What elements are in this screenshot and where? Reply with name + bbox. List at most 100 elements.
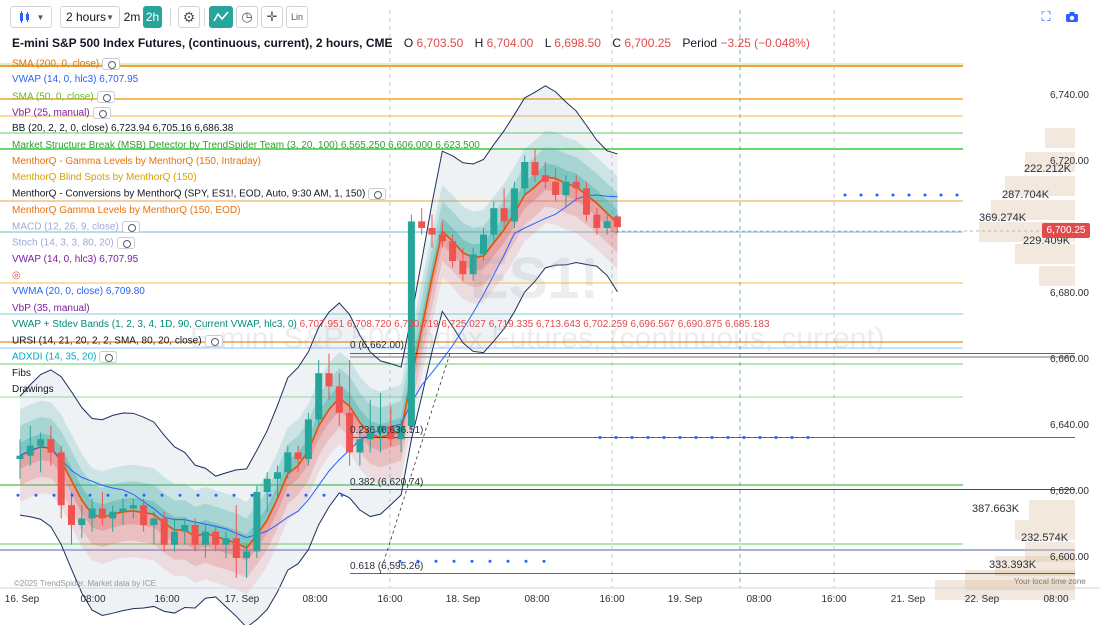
bb-fill [20,85,618,625]
candle-body [232,538,240,558]
indicator-name[interactable]: VWMA (20, 0, close) [12,286,104,298]
indicator-name[interactable]: MenthorQ Gamma Levels by MenthorQ (150, … [12,204,241,216]
compare-button[interactable]: ✛ [261,6,283,28]
visibility-eye-icon[interactable] [102,58,121,70]
visibility-eye-icon[interactable] [96,90,115,103]
visibility-eye-icon[interactable] [116,237,135,250]
open-value: 6,703.50 [416,36,464,50]
x-tick-label: 21. Sep [890,594,926,605]
candles-icon [19,11,29,23]
indicator-name[interactable]: ADXDI (14, 35, 20) [12,352,97,364]
volume-bar [1015,520,1075,540]
visibility-eye-icon[interactable] [368,188,387,201]
indicator-legend-row: Fibs [12,368,31,380]
camera-icon [1066,12,1078,22]
indicator-name[interactable]: SMA (50, 0, close) [12,91,94,103]
candle-body [68,505,75,525]
candle-body [201,531,209,545]
candle-body [583,188,590,215]
indicator-name[interactable]: VWAP (14, 0, hlc3) [12,74,97,86]
indicator-name[interactable]: Drawings [12,384,54,395]
indicator-name[interactable]: MenthorQ - Gamma Levels by MenthorQ (150… [12,155,261,167]
indicator-legend-row: VWAP + Stdev Bands (1, 2, 3, 4, 1D, 90, … [12,319,770,331]
msb-dot [907,193,911,197]
msb-dot [678,436,682,440]
clock-icon: ◷ [241,9,253,24]
indicator-name[interactable]: BB (20, 2, 2, 0, close) [12,123,109,135]
msb-dot [106,493,110,497]
timezone-label[interactable]: Your local time zone [1014,577,1086,586]
candle-body [562,181,570,195]
settings-button[interactable]: ⚙ [178,6,200,28]
x-tick-label: 22. Sep [964,594,1000,605]
msb-dot [923,193,927,197]
indicator-legend-row: VbP (25, manual) [12,106,111,120]
volume-bar [1029,500,1075,520]
candle-body [438,234,446,242]
indicator-legend-row: MenthorQ - Gamma Levels by MenthorQ (150… [12,156,261,168]
indicator-name[interactable]: VWAP (14, 0, hlc3) [12,253,97,265]
volume-bar [995,556,1075,576]
candle-body [407,221,415,426]
msb-dot [250,493,254,497]
indicators-button[interactable] [209,6,233,28]
replay-button[interactable]: ◷ [236,6,258,28]
candle-body [572,181,580,189]
fullscreen-button[interactable]: ⛶ [1036,6,1056,28]
indicator-name[interactable]: SMA (200, 0, close) [12,58,100,70]
interval-2m-button[interactable]: 2m [123,10,141,24]
indicator-name[interactable]: MenthorQ - Conversions by MenthorQ (SPY,… [12,189,366,201]
interval-2h-button[interactable]: 2h [143,6,162,28]
indicator-name[interactable]: Stoch (14, 3, 3, 80, 20) [12,237,114,249]
volume-level-label: 232.574K [1021,532,1069,545]
y-tick-label: 6,620.00 [1050,486,1089,497]
y-tick-label: 6,720.00 [1050,156,1089,167]
candle-body [593,214,601,228]
msb-dot [726,436,730,440]
candle-body [356,439,364,453]
msb-dot [524,559,528,563]
target-icon[interactable]: ◎ [12,269,21,281]
msb-dot [806,436,810,440]
x-tick-label: 08:00 [524,594,550,605]
indicator-legend-row: URSI (14, 21, 20, 2, 2, SMA, 80, 20, clo… [12,335,223,348]
fullscreen-icon: ⛶ [1041,9,1051,24]
msb-dot [790,436,794,440]
indicator-legend-row: BB (20, 2, 2, 0, close) 6,723.94 6,705.1… [12,123,233,135]
msb-dot [859,193,863,197]
chart-type-button[interactable]: ▼ [10,6,52,28]
candle-body [274,472,281,479]
msb-dot [470,559,474,563]
indicator-name[interactable]: Fibs [12,367,31,379]
indicator-name[interactable]: MenthorQ Blind Spots by MenthorQ (150) [12,172,197,184]
x-tick-label: 08:00 [746,594,772,605]
visibility-eye-icon[interactable] [92,106,111,119]
visibility-eye-icon[interactable] [99,351,118,364]
indicator-name[interactable]: URSI (14, 21, 20, 2, 2, SMA, 80, 20, clo… [12,335,202,347]
indicator-name[interactable]: Market Structure Break (MSB) Detector by… [12,139,339,151]
visibility-eye-icon[interactable] [121,221,140,233]
candle-body [16,455,24,459]
candle-body [284,452,292,473]
indicator-name[interactable]: VbP (25, manual) [12,107,90,119]
interval-select[interactable]: 2 hours ▼ [60,6,120,28]
vwma-line [19,194,618,539]
snapshot-button[interactable] [1062,6,1082,28]
candle-body [387,426,395,440]
indicator-value: 6,565.250 6,606.000 6,623.500 [338,139,480,151]
msb-dot [955,193,959,197]
toolbar-separator [170,8,171,26]
candle-body [212,531,220,545]
indicator-name[interactable]: VWAP + Stdev Bands (1, 2, 3, 4, 1D, 90, … [12,318,297,330]
candle-body [325,373,333,387]
msb-dot [843,193,847,197]
volume-bar [1025,542,1075,562]
scale-button[interactable]: Lin [286,6,308,28]
indicator-name[interactable]: MACD (12, 26, 9, close) [12,221,119,233]
visibility-eye-icon[interactable] [204,335,223,348]
indicator-name[interactable]: VbP (35, manual) [12,302,90,314]
y-tick-label: 6,640.00 [1050,420,1089,431]
indicator-legend-row: MenthorQ Gamma Levels by MenthorQ (150, … [12,205,240,217]
x-tick-label: 16:00 [821,594,847,605]
